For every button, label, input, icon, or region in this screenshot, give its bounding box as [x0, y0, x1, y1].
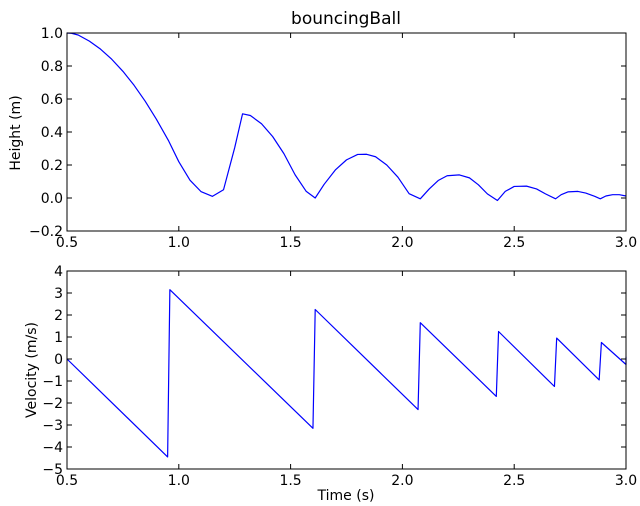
y-tick-label: −3	[42, 418, 63, 434]
y-tick-label: −0.2	[29, 224, 63, 240]
y-tick-label: 4	[54, 264, 63, 280]
x-tick-label: 2.5	[503, 235, 525, 251]
y-axis-label: Velocity (m/s)	[24, 322, 40, 418]
chart-title: bouncingBall	[291, 9, 401, 29]
velocity-subplot: Velocity (m/s) Time (s) 0.5 1.0 1.5 2.0 2.5 3…	[24, 264, 637, 504]
x-tick-label: 2.0	[391, 235, 413, 251]
height-ticks: 0.5 1.0 1.5 2.0 2.5 3.0 1.0 0.8 0.6 0.4 0.2 0.0 −0.2	[29, 26, 637, 251]
velocity-ticks: 0.5 1.0 1.5 2.0 2.5 3.0 4 3 2 1 0 −1 −2 −3 −4 −5	[42, 264, 637, 489]
height-axes-frame	[66, 32, 627, 232]
x-tick-label: 0.5	[56, 473, 78, 489]
y-tick-label: 1.0	[41, 26, 63, 42]
x-tick-label: 1.0	[168, 473, 190, 489]
y-tick-label: 0	[54, 352, 63, 368]
y-tick-label: 0.0	[41, 191, 63, 207]
y-tick-label: 0.2	[41, 158, 63, 174]
x-tick-label: 3.0	[615, 235, 637, 251]
x-tick-label: 1.5	[279, 235, 301, 251]
height-subplot: bouncingBall Height (m) 0.5 1.0 1.5 2.0 2.5 3…	[8, 9, 637, 251]
x-axis-label: Time (s)	[317, 488, 375, 504]
y-tick-label: 0.8	[41, 59, 63, 75]
y-tick-label: −1	[42, 374, 63, 390]
height-series	[66, 32, 627, 202]
x-tick-label: 2.0	[391, 473, 413, 489]
x-tick-label: 3.0	[615, 473, 637, 489]
y-tick-label: 1	[54, 330, 63, 346]
x-tick-label: 0.5	[56, 235, 78, 251]
y-tick-label: 0.4	[41, 125, 63, 141]
y-axis-label: Height (m)	[8, 95, 24, 170]
series-line-0	[66, 32, 627, 202]
series-line-0	[66, 289, 627, 458]
x-tick-label: 2.5	[503, 473, 525, 489]
x-tick-label: 1.0	[168, 235, 190, 251]
y-tick-label: 0.6	[41, 92, 63, 108]
y-tick-label: −2	[42, 396, 63, 412]
velocity-axes-frame	[66, 270, 627, 470]
y-tick-label: 3	[54, 286, 63, 302]
y-tick-label: −4	[42, 440, 63, 456]
y-tick-label: 2	[54, 308, 63, 324]
x-tick-label: 1.5	[279, 473, 301, 489]
velocity-series	[66, 289, 627, 458]
y-tick-label: −5	[42, 462, 63, 478]
